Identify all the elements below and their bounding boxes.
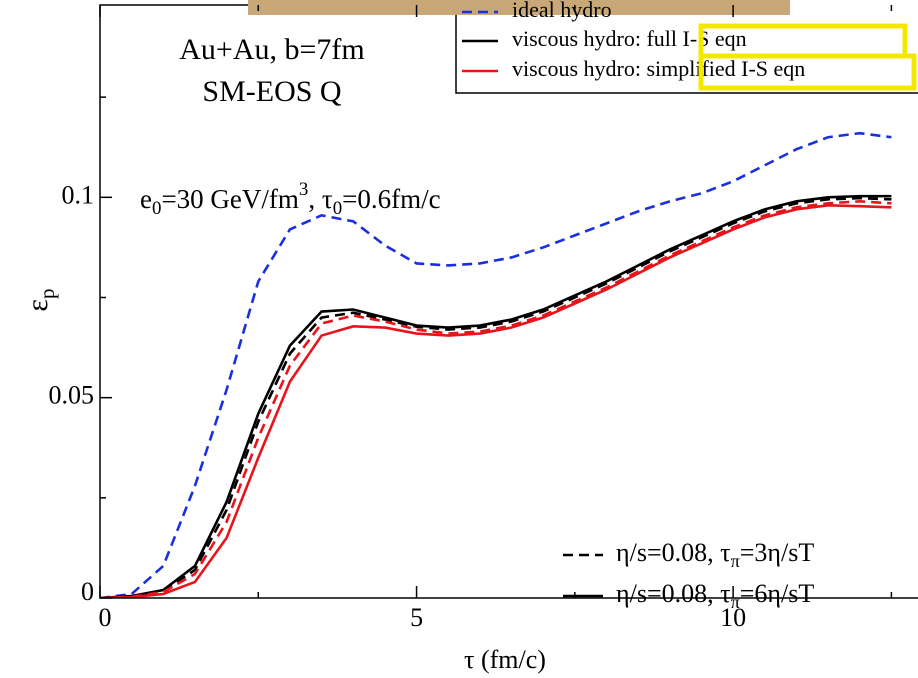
rich-text: η/s=0.08, τπ=3η/sT: [616, 538, 814, 571]
text-run: 0: [152, 198, 161, 219]
text-run: p: [35, 288, 59, 299]
x-axis-label: τ (fm/c): [464, 645, 546, 674]
x-tick-label: 5: [410, 603, 423, 632]
text-run: =3η/sT: [740, 538, 815, 567]
legend-label: viscous hydro: simplified I-S eqn: [512, 56, 805, 81]
text-run: =30 GeV/fm: [161, 184, 298, 214]
legend: ideal hydro viscous hydro: full I-S eqn vi…: [462, 0, 805, 81]
text-run: 3: [299, 180, 308, 201]
text-run: ε: [21, 299, 54, 312]
text-run: =0.6fm/c: [342, 184, 440, 214]
text-run: π: [731, 551, 740, 571]
annotation: Au+Au, b=7fm: [179, 33, 365, 66]
text-run: η/s=0.08, τ: [616, 579, 731, 608]
text-run: e: [140, 184, 152, 214]
y-tick-label: 0.1: [62, 180, 95, 209]
highlight-box: [698, 53, 917, 91]
text-run: π: [731, 592, 740, 612]
text-run: 0: [333, 198, 342, 219]
y-tick-label: 0: [81, 577, 94, 606]
plot-area: [100, 131, 892, 598]
legend-box: [455, 0, 918, 94]
rich-text: η/s=0.08, τπ=6η/sT: [616, 579, 814, 612]
text-run: η/s=0.08, τ: [616, 538, 731, 567]
text-run: =6η/sT: [740, 579, 815, 608]
annotation: SM-EOS Q: [202, 75, 342, 108]
rich-text: e0=30 GeV/fm3, τ0=0.6fm/c: [140, 180, 441, 220]
text-run: , τ: [308, 184, 333, 214]
series-line: [100, 200, 892, 598]
parchment-strip: [248, 0, 790, 15]
x-tick-label: 0: [99, 603, 112, 632]
x-tick-label: 10: [720, 603, 746, 632]
series-line: [100, 194, 892, 598]
legend-label: ideal hydro: [512, 0, 612, 22]
series-line: [100, 204, 892, 598]
rich-text: εp: [21, 288, 59, 311]
legend-label: viscous hydro: full I-S eqn: [512, 26, 747, 51]
y-tick-label: 0.05: [49, 381, 95, 410]
series-line: [100, 196, 892, 598]
series-line: [100, 131, 892, 598]
